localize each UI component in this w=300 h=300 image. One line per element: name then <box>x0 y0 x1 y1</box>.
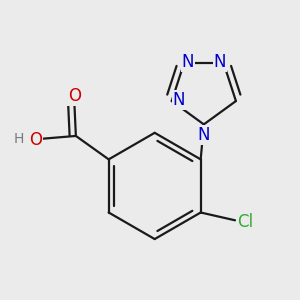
Text: N: N <box>182 53 194 71</box>
Text: H: H <box>14 132 24 146</box>
Text: O: O <box>68 87 81 105</box>
Text: Cl: Cl <box>237 213 253 231</box>
Text: O: O <box>29 131 42 149</box>
Text: N: N <box>214 53 226 71</box>
Text: N: N <box>172 91 185 109</box>
Text: N: N <box>198 126 210 144</box>
